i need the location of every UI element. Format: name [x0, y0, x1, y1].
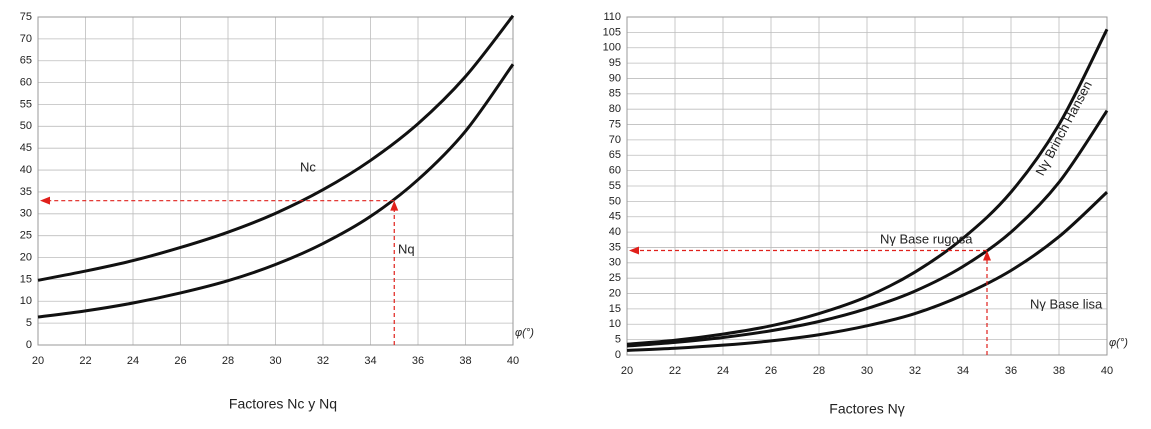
x-tick-label: 32	[317, 355, 329, 367]
y-tick-label: 70	[609, 134, 621, 146]
x-tick-label: 28	[813, 365, 825, 377]
curve	[37, 63, 515, 319]
curve	[626, 191, 1109, 352]
y-tick-label: 30	[609, 257, 621, 269]
plot-frame	[626, 16, 1108, 356]
x-tick-label: 22	[669, 365, 681, 377]
chart-title: Factores Nc y Nq	[229, 396, 337, 412]
y-tick-label: 65	[20, 55, 32, 67]
curve-label: Nc	[300, 159, 316, 174]
x-tick-label: 26	[765, 365, 777, 377]
y-tick-label: 25	[609, 272, 621, 284]
y-tick-label: 75	[20, 11, 32, 23]
x-tick-label: 20	[621, 365, 633, 377]
x-axis-label: φ(°)	[515, 327, 534, 339]
chart-title: Factores Nγ	[829, 401, 904, 417]
x-tick-label: 26	[174, 355, 186, 367]
marker-arrow	[40, 196, 50, 205]
y-tick-label: 60	[609, 165, 621, 177]
x-tick-label: 40	[1101, 365, 1113, 377]
marker-arrow	[629, 246, 639, 255]
plot-frame	[37, 16, 514, 346]
y-tick-label: 50	[20, 120, 32, 132]
marker-arrow	[983, 250, 991, 261]
y-tick-label: 55	[20, 98, 32, 110]
curve	[37, 14, 515, 282]
y-tick-label: 40	[20, 164, 32, 176]
y-tick-label: 35	[20, 186, 32, 198]
y-tick-label: 80	[609, 103, 621, 115]
x-tick-label: 24	[127, 355, 139, 367]
x-tick-label: 40	[507, 355, 519, 367]
y-tick-label: 25	[20, 230, 32, 242]
y-tick-label: 60	[20, 77, 32, 89]
y-tick-label: 100	[603, 42, 621, 54]
x-axis-label: φ(°)	[1109, 337, 1128, 349]
curve-label: Nq	[398, 241, 415, 256]
x-tick-label: 36	[412, 355, 424, 367]
y-tick-label: 5	[26, 317, 32, 329]
curve	[626, 109, 1109, 348]
y-tick-label: 55	[609, 180, 621, 192]
y-tick-label: 0	[615, 349, 621, 361]
curve-label: Nγ Base rugosa	[880, 231, 973, 246]
y-tick-label: 15	[20, 273, 32, 285]
x-tick-label: 38	[459, 355, 471, 367]
y-tick-label: 5	[615, 334, 621, 346]
y-tick-label: 30	[20, 208, 32, 220]
y-tick-label: 75	[609, 118, 621, 130]
x-tick-label: 34	[957, 365, 969, 377]
curve-label: Nγ Base lisa	[1030, 296, 1103, 311]
x-tick-label: 30	[269, 355, 281, 367]
marker-arrow	[390, 200, 399, 211]
y-tick-label: 0	[26, 339, 32, 351]
x-tick-label: 38	[1053, 365, 1065, 377]
x-tick-label: 36	[1005, 365, 1017, 377]
y-tick-label: 50	[609, 195, 621, 207]
x-tick-label: 34	[364, 355, 376, 367]
curve	[626, 28, 1109, 346]
y-tick-label: 90	[609, 72, 621, 84]
x-tick-label: 20	[32, 355, 44, 367]
y-tick-label: 10	[20, 295, 32, 307]
y-tick-label: 70	[20, 33, 32, 45]
x-tick-label: 32	[909, 365, 921, 377]
y-tick-label: 105	[603, 26, 621, 38]
y-tick-label: 10	[609, 318, 621, 330]
x-tick-label: 24	[717, 365, 729, 377]
y-tick-label: 15	[609, 303, 621, 315]
y-tick-label: 20	[609, 287, 621, 299]
y-tick-label: 65	[609, 149, 621, 161]
y-tick-label: 110	[603, 11, 621, 23]
y-tick-label: 35	[609, 241, 621, 253]
x-tick-label: 30	[861, 365, 873, 377]
y-tick-label: 20	[20, 251, 32, 263]
y-tick-label: 40	[609, 226, 621, 238]
y-tick-label: 95	[609, 57, 621, 69]
x-tick-label: 22	[79, 355, 91, 367]
curve-label: Nγ Brinch Hansen	[1032, 78, 1094, 178]
y-tick-label: 45	[20, 142, 32, 154]
y-tick-label: 45	[609, 211, 621, 223]
y-tick-label: 85	[609, 88, 621, 100]
x-tick-label: 28	[222, 355, 234, 367]
